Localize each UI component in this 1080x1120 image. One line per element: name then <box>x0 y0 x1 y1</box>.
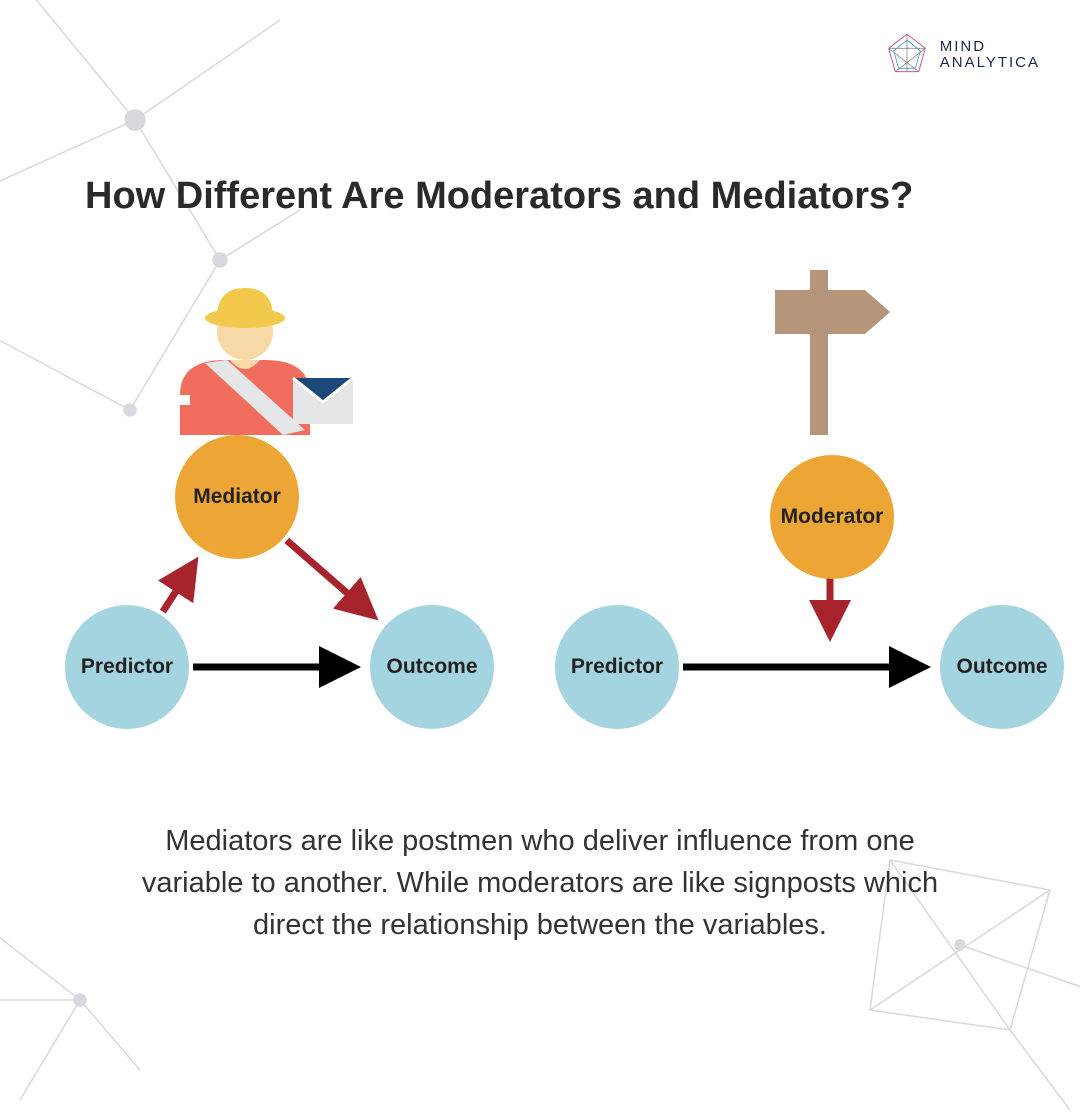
node-moderator: Moderator <box>770 455 894 579</box>
logo-text-line2: ANALYTICA <box>940 55 1040 71</box>
description-text: Mediators are like postmen who deliver i… <box>130 820 950 946</box>
page-title: How Different Are Moderators and Mediato… <box>85 175 913 218</box>
signpost-icon <box>755 260 895 440</box>
diagram-area: Mediator Predictor Outcome Moderator Predict… <box>0 260 1080 760</box>
brand-logo-icon <box>882 30 932 80</box>
postman-icon <box>155 260 355 440</box>
node-outcome: Outcome <box>940 605 1064 729</box>
node-outcome: Outcome <box>370 605 494 729</box>
node-predictor: Predictor <box>65 605 189 729</box>
brand-logo: MIND ANALYTICA <box>882 30 1040 80</box>
node-predictor: Predictor <box>555 605 679 729</box>
logo-text-line1: MIND <box>940 39 1040 55</box>
node-mediator: Mediator <box>175 435 299 559</box>
